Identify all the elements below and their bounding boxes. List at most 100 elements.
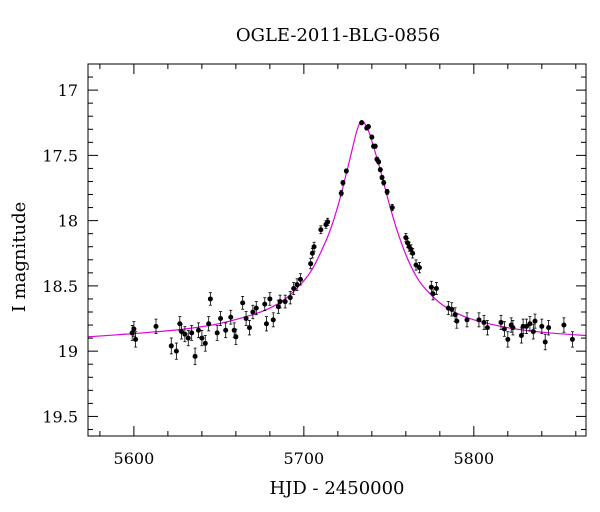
data-point (369, 134, 375, 140)
data-point (408, 246, 414, 252)
data-point (243, 316, 249, 322)
data-point (233, 334, 239, 340)
data-point (246, 325, 252, 331)
data-point (131, 326, 137, 332)
data-point (452, 312, 458, 318)
data-point (510, 325, 516, 331)
data-point (153, 323, 159, 329)
data-point (379, 175, 385, 181)
data-point (185, 335, 191, 341)
data-point (202, 340, 208, 346)
data-point (384, 189, 390, 195)
data-point (199, 335, 205, 341)
data-point (430, 291, 436, 297)
data-point (195, 327, 201, 333)
y-tick-label: 17 (58, 81, 78, 100)
y-tick-label: 18.5 (42, 277, 78, 296)
data-point (454, 318, 460, 324)
data-point (449, 306, 455, 312)
data-point (464, 317, 470, 323)
data-point (372, 143, 378, 149)
y-axis-label: I magnitude (9, 202, 30, 313)
data-point (524, 323, 530, 329)
chart-title: OGLE-2011-BLG-0856 (236, 25, 440, 46)
data-point (277, 299, 283, 305)
data-point (532, 318, 538, 324)
data-point (270, 317, 276, 323)
y-tick-label: 18 (58, 212, 78, 231)
data-point (218, 316, 224, 322)
data-point (340, 180, 346, 186)
data-point (291, 286, 297, 292)
data-point (214, 330, 220, 336)
data-point (413, 262, 419, 268)
data-point (428, 284, 434, 290)
y-tick-label: 19.5 (42, 407, 78, 426)
data-point (182, 331, 188, 337)
data-point (282, 299, 288, 305)
data-point (343, 168, 349, 174)
data-point (539, 323, 545, 329)
data-point (376, 159, 382, 165)
data-point (294, 282, 300, 288)
data-point (177, 321, 183, 327)
y-tick-label: 19 (58, 342, 78, 361)
data-point (569, 336, 575, 342)
data-point (433, 286, 439, 292)
data-point (318, 227, 324, 233)
data-point (561, 322, 567, 328)
x-tick-label: 5700 (283, 449, 324, 468)
data-point (527, 321, 533, 327)
data-point (365, 124, 371, 130)
data-point (505, 336, 511, 342)
data-point (189, 330, 195, 336)
data-point (178, 329, 184, 335)
data-point (416, 265, 422, 271)
data-point (311, 244, 317, 250)
data-point (546, 325, 552, 331)
model-curve (87, 120, 587, 338)
data-point (338, 190, 344, 196)
data-point (173, 348, 179, 354)
data-point (228, 314, 234, 320)
data-point (377, 167, 383, 173)
data-point (498, 319, 504, 325)
data-point (476, 317, 482, 323)
data-point (223, 327, 229, 333)
data-point (207, 296, 213, 302)
data-point (192, 353, 198, 359)
data-point (405, 240, 411, 246)
data-point (518, 332, 524, 338)
data-point (206, 321, 212, 327)
x-tick-label: 5600 (114, 449, 155, 468)
data-point (297, 276, 303, 282)
plot-area: 5600 5700 5800 17 17.5 18 18.5 19 19.5 (42, 63, 587, 468)
data-point (389, 205, 395, 211)
data-point (410, 250, 416, 256)
data-point (325, 219, 331, 225)
data-point (484, 325, 490, 331)
data-point (263, 321, 269, 327)
data-point (530, 329, 536, 335)
plot-frame (87, 63, 587, 437)
data-point (133, 336, 139, 342)
data-point (359, 120, 365, 126)
data-point (240, 300, 246, 306)
x-axis-label: HJD - 2450000 (269, 478, 404, 499)
data-point (381, 180, 387, 186)
data-point (481, 319, 487, 325)
x-tick-label: 5800 (453, 449, 494, 468)
data-point (129, 330, 135, 336)
data-point (309, 250, 315, 256)
data-point (308, 261, 314, 267)
data-point (262, 301, 268, 307)
data-point (168, 343, 174, 349)
data-point (542, 339, 548, 345)
data-point (267, 296, 273, 302)
data-point (501, 326, 507, 332)
y-tick-label: 17.5 (42, 146, 78, 165)
data-point (287, 295, 293, 301)
data-point (253, 305, 259, 311)
data-point (250, 309, 256, 315)
